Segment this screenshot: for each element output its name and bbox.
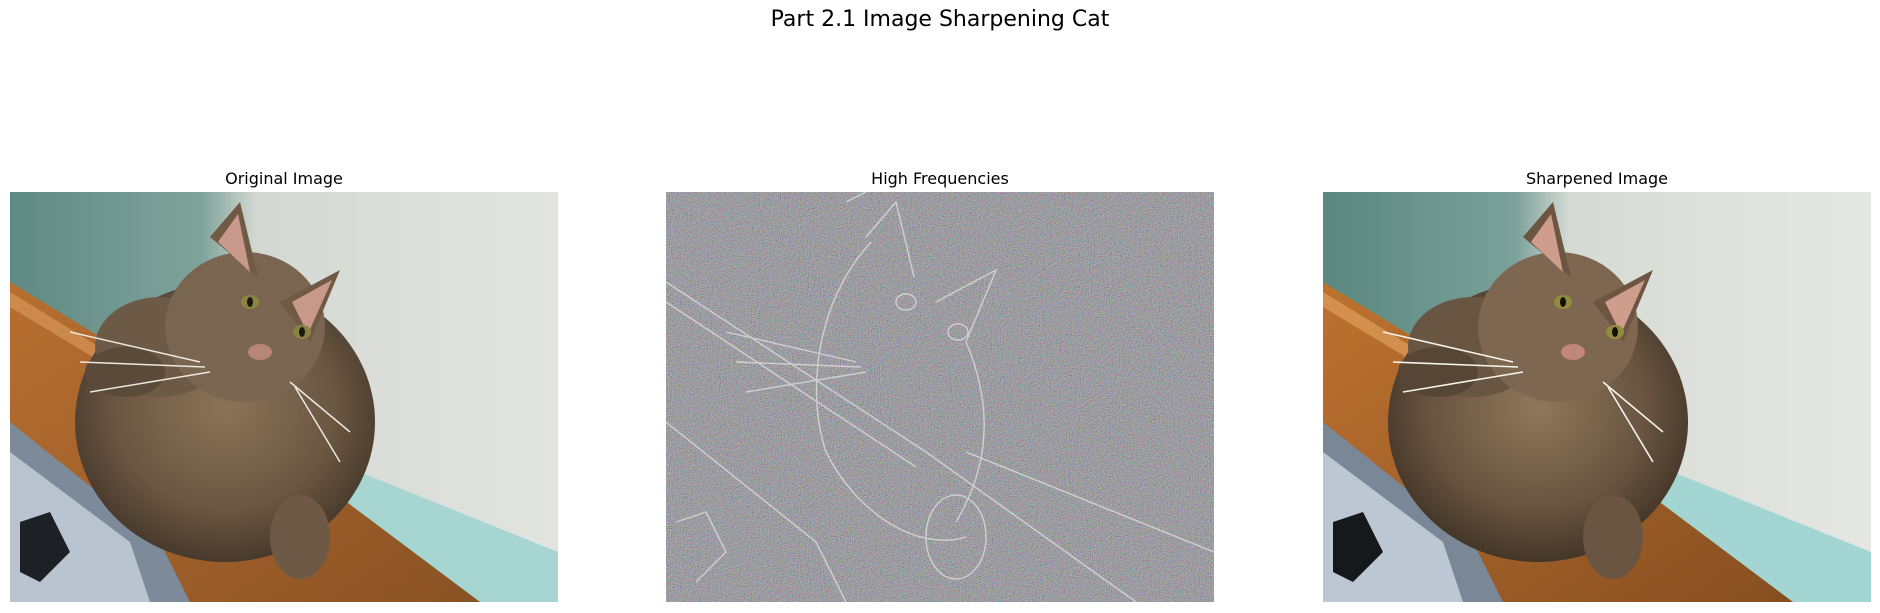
panel-title-high-frequencies: High Frequencies [871,169,1009,188]
panel-high-frequencies: High Frequencies [666,168,1214,602]
panel-original: Original Image [10,168,558,602]
figure-title: Part 2.1 Image Sharpening Cat [770,7,1110,32]
panel-title-original: Original Image [225,169,343,188]
panel-title-sharpened: Sharpened Image [1525,169,1668,188]
high-frequencies-image [666,192,1214,602]
panel-sharpened: Sharpened Image [1323,168,1871,602]
sharpened-cat-image [1323,192,1871,602]
original-cat-image [10,192,558,602]
